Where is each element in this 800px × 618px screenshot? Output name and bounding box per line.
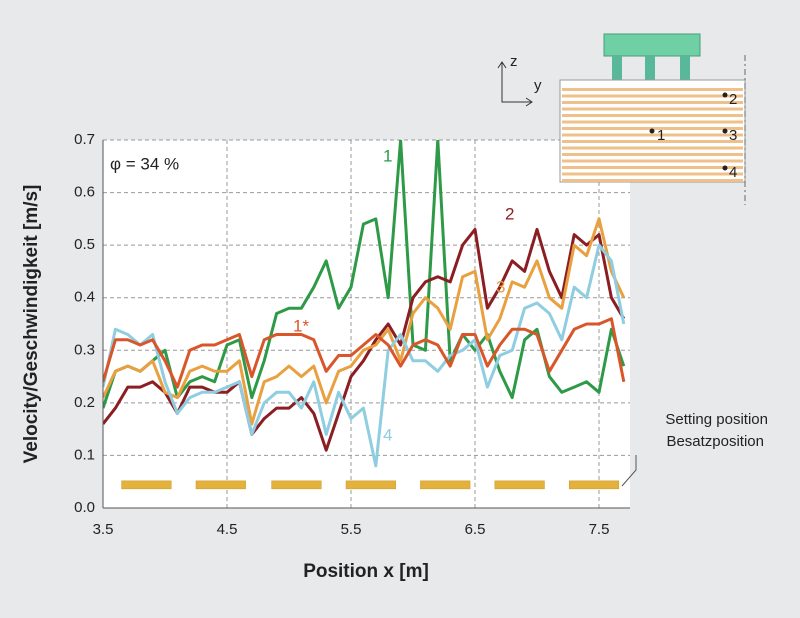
setting-position	[494, 480, 545, 490]
y-tick-label: 0.5	[74, 236, 95, 253]
y-tick-label: 0.3	[74, 341, 95, 358]
plot-area	[103, 140, 630, 508]
inset-top	[603, 33, 701, 57]
inset-axis-label: z	[510, 53, 518, 70]
setting-position	[121, 480, 172, 490]
inset-point	[722, 128, 728, 134]
inset-point-label: 3	[729, 127, 737, 144]
curve-label: 2	[505, 204, 514, 223]
series-line	[103, 227, 626, 452]
curve-label: 1	[383, 146, 392, 165]
inset-stripe	[562, 101, 743, 104]
y-tick-label: 0.2	[74, 394, 95, 411]
inset-stripe	[562, 179, 743, 182]
leader-line	[621, 455, 637, 487]
inset-stripe	[562, 127, 743, 130]
setting-position	[271, 480, 322, 490]
y-tick-label: 0.6	[74, 184, 95, 201]
setting-label: Setting position	[665, 411, 768, 428]
y-tick-label: 0.7	[74, 131, 95, 148]
lines	[103, 140, 626, 468]
inset-point	[649, 128, 655, 134]
inset-stripe	[562, 172, 743, 176]
x-tick-label: 7.5	[589, 521, 610, 538]
series-line	[103, 140, 626, 409]
series-line	[103, 217, 626, 426]
inset-stripe	[562, 166, 743, 169]
x-tick-label: 3.5	[93, 521, 114, 538]
inset-arrow	[525, 97, 533, 107]
inset-column	[612, 56, 622, 80]
inset-column	[645, 56, 655, 80]
curve-label: 1*	[293, 316, 309, 335]
inset-stripe	[562, 107, 743, 111]
inset-point-label: 1	[657, 127, 665, 144]
inset-axes	[501, 62, 532, 103]
setting-position	[195, 480, 246, 490]
inset-point-label: 2	[729, 91, 737, 108]
inset-arrow	[497, 61, 507, 69]
setting-position	[568, 480, 620, 490]
inset-stripe	[562, 153, 743, 156]
x-tick-label: 5.5	[341, 521, 362, 538]
inset-stripe	[562, 133, 743, 137]
x-tick-label: 6.5	[465, 521, 486, 538]
y-tick-label: 0.4	[74, 289, 95, 306]
x-tick-label: 4.5	[217, 521, 238, 538]
inset-stripe	[562, 146, 743, 150]
series-line	[103, 317, 626, 389]
phi-annotation: φ = 34 %	[110, 154, 179, 173]
inset-stripe	[562, 94, 743, 98]
inset-point	[722, 92, 728, 98]
setting-position	[345, 480, 396, 490]
inset-stripe	[562, 114, 743, 117]
inset-stripes	[562, 88, 743, 182]
inset-stripe	[562, 140, 743, 143]
inset-stripe	[562, 159, 743, 163]
inset-column	[680, 56, 690, 80]
series-line	[103, 243, 626, 468]
setting-position	[420, 480, 471, 490]
inset-point	[722, 165, 728, 171]
inset-axis-label: y	[534, 77, 542, 94]
inset: z y 1 2 3 4	[497, 33, 746, 205]
curve-label: 4	[383, 425, 392, 444]
inset-stripe	[562, 88, 743, 91]
y-tick-label: 0.1	[74, 446, 95, 463]
inset-point-label: 4	[729, 164, 737, 181]
y-axis-title: Velocity/Geschwindigkeit [m/s]	[21, 185, 42, 464]
y-tick-label: 0.0	[74, 499, 95, 516]
curve-label: 3	[496, 277, 505, 296]
x-axis-title: Position x [m]	[303, 561, 429, 582]
setting-label: Besatzposition	[666, 433, 764, 450]
inset-stripe	[562, 120, 743, 124]
